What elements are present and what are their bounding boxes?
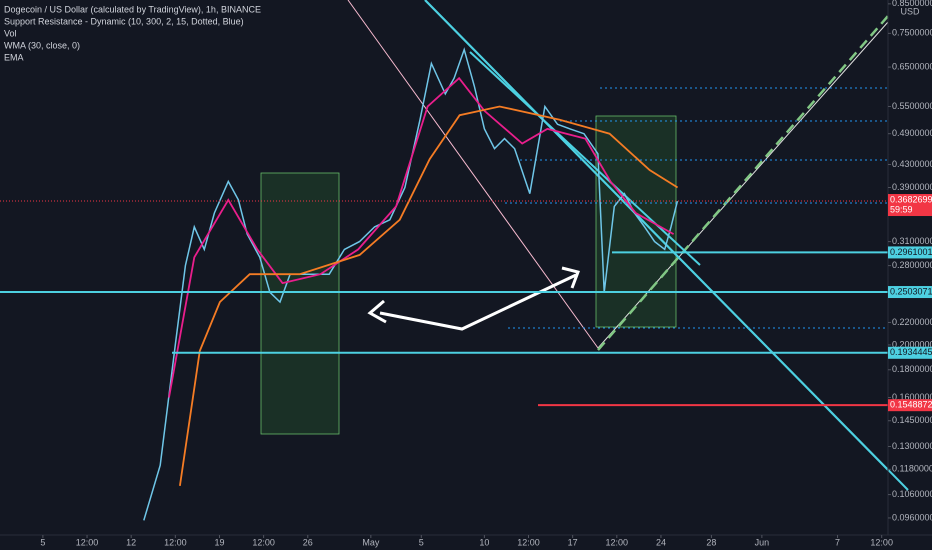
currency: USD [900,6,920,16]
x-tick-label: 12:00 [164,537,187,547]
y-tick-label: 0.28000000 [892,260,932,270]
x-tick-label: 17 [568,537,578,547]
y-tick-label: 0.16000000 [892,392,932,402]
indicator: Support Resistance - Dynamic (10, 300, 2… [4,16,244,26]
price-line [168,76,675,398]
sr-lines [505,87,888,329]
arrow-head [367,299,387,324]
arrow-head [561,266,580,289]
last-price-label: 0.36826997 [890,194,932,204]
x-tick-label: 12 [126,537,136,547]
y-tick-label: 0.20000000 [892,339,932,349]
price-tag-label: 0.25030713 [890,286,932,296]
price-tag-label: 0.15488723 [890,400,932,410]
x-tick-label: 24 [656,537,666,547]
y-tick-label: 0.10600000 [892,489,932,499]
x-tick-label: 19 [214,537,224,547]
price-tag-label: 0.29610017 [890,247,932,257]
trend-line [597,15,889,351]
price-tag [888,286,932,299]
price-tag [888,399,932,412]
y-tick-label: 0.09600000 [892,512,932,522]
y-tick-label: 0.14500000 [892,415,932,425]
x-tick-label: 28 [706,537,716,547]
countdown: 59:59 [890,204,913,214]
x-tick-label: 12:00 [76,537,99,547]
trend-line [347,0,599,349]
price-tag-label: 0.19344452 [890,347,932,357]
y-tick-label: 0.43000000 [892,159,932,169]
y-tick-label: 0.65000000 [892,61,932,71]
x-tick-label: May [362,537,380,547]
channel-line [469,51,701,266]
x-tick-label: 5 [419,537,424,547]
trend-line [597,21,889,349]
box [260,172,340,435]
x-tick-label: 5 [40,537,45,547]
y-tick-label: 0.55000000 [892,101,932,111]
x-tick-label: 26 [303,537,313,547]
price-line [179,105,679,487]
y-tick-label: 0.22000000 [892,317,932,327]
last-price-tag [888,194,932,217]
x-tick-label: 10 [479,537,489,547]
y-tick-label: 0.39000000 [892,182,932,192]
x-tick-label: 12:00 [252,537,275,547]
x-tick-label: Jun [755,537,770,547]
y-tick-label: 0.75000000 [892,28,932,38]
y-tick-label: 0.85000000 [892,0,932,8]
price-line [143,47,679,521]
x-tick-label: 7 [835,537,840,547]
indicator: WMA (30, close, 0) [4,40,80,50]
y-tick-label: 0.31000000 [892,236,932,246]
x-tick-label: 12:00 [606,537,629,547]
plot [0,47,888,521]
y-tick-label: 0.49000000 [892,128,932,138]
indicator: Vol [4,28,17,38]
price-tag [888,246,932,259]
x-tick-label: 12:00 [870,537,893,547]
y-tick-label: 0.18000000 [892,364,932,374]
y-tick-label: 0.13000000 [892,441,932,451]
title: Dogecoin / US Dollar (calculated by Trad… [4,4,261,14]
box [595,115,677,328]
price-tag [888,346,932,359]
x-tick-label: 12:00 [517,537,540,547]
indicator: EMA [4,52,24,62]
